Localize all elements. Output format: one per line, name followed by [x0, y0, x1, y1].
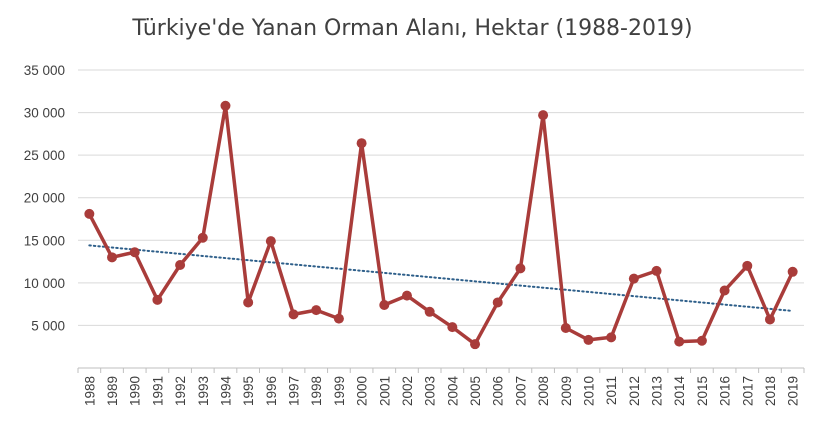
x-tick-label: 1989 [105, 376, 120, 406]
x-tick-label: 2014 [672, 376, 687, 407]
x-tick-label: 2013 [650, 376, 665, 406]
x-tick-label: 1993 [196, 376, 211, 406]
x-tick-label: 2000 [355, 376, 370, 406]
x-tick-label: 2003 [423, 376, 438, 406]
data-point [311, 305, 322, 316]
data-point [538, 110, 549, 121]
x-tick-label: 2002 [400, 376, 415, 406]
data-point [447, 322, 458, 333]
data-point [175, 259, 186, 270]
data-point [152, 294, 163, 305]
data-point [583, 334, 594, 345]
x-tick-label: 1994 [218, 376, 233, 407]
data-point [764, 314, 775, 325]
x-tick-label: 2011 [604, 376, 619, 405]
data-point [628, 273, 639, 284]
data-point [470, 339, 481, 350]
x-tick-label: 2016 [718, 376, 733, 406]
data-point [129, 247, 140, 258]
x-tick-label: 1991 [150, 376, 165, 406]
data-point [606, 332, 617, 343]
y-tick-label: 10 000 [24, 276, 65, 291]
data-point [107, 252, 118, 263]
data-point [220, 100, 231, 111]
x-tick-label: 2012 [627, 376, 642, 406]
x-tick-label: 2017 [740, 376, 755, 406]
data-point [492, 297, 503, 308]
data-point [84, 208, 95, 219]
data-point [265, 236, 276, 247]
x-tick-label: 1997 [287, 376, 302, 406]
chart-title: Türkiye'de Yanan Orman Alanı, Hektar (19… [132, 16, 693, 41]
data-point [379, 299, 390, 310]
y-tick-label: 35 000 [24, 63, 65, 78]
data-point [515, 263, 526, 274]
x-tick-label: 1998 [309, 376, 324, 406]
data-point [197, 232, 208, 243]
x-tick-label: 2019 [786, 376, 801, 406]
y-tick-label: 15 000 [24, 233, 65, 248]
y-tick-label: 30 000 [24, 106, 65, 121]
x-tick-label: 2007 [513, 376, 528, 406]
data-point [719, 285, 730, 296]
data-point [674, 336, 685, 347]
x-tick-label: 2009 [559, 376, 574, 406]
data-point [424, 306, 435, 317]
x-tick-label: 1992 [173, 376, 188, 406]
data-point [696, 335, 707, 346]
data-point [243, 297, 254, 308]
x-tick-label: 2015 [695, 376, 710, 406]
x-tick-label: 1996 [264, 376, 279, 406]
x-tick-label: 2008 [536, 376, 551, 406]
x-tick-label: 1999 [332, 376, 347, 406]
x-tick-label: 1990 [128, 376, 143, 406]
x-tick-label: 2018 [763, 376, 778, 406]
y-tick-label: 20 000 [24, 191, 65, 206]
x-tick-label: 2010 [581, 376, 596, 406]
trendline [88, 244, 794, 312]
data-point [288, 309, 299, 320]
y-tick-label: 25 000 [24, 148, 65, 163]
series-line [87, 104, 795, 346]
data-point [560, 322, 571, 333]
x-tick-label: 2004 [445, 376, 460, 407]
data-point [787, 266, 798, 277]
x-tick-label: 1988 [82, 376, 97, 406]
x-tick-label: 2001 [377, 376, 392, 406]
data-point [742, 260, 753, 271]
x-tick-label: 2006 [491, 376, 506, 406]
x-tick-label: 2005 [468, 376, 483, 406]
data-point [356, 138, 367, 149]
data-point [651, 265, 662, 276]
y-tick-label: 5 000 [31, 318, 65, 333]
data-point [333, 313, 344, 324]
data-point [401, 290, 412, 301]
x-tick-label: 1995 [241, 376, 256, 406]
